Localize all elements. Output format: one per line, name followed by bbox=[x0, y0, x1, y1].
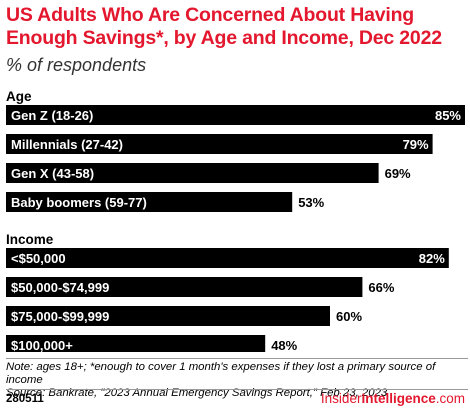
brand-part2: Intelligence bbox=[361, 391, 436, 406]
value-label: 82% bbox=[419, 251, 445, 266]
value-label: 85% bbox=[435, 108, 461, 123]
group-label: Age bbox=[6, 89, 32, 104]
bar-chart: Age Gen Z (18-26) 85% Millennials (27-42) 79… bbox=[6, 89, 465, 352]
value-label: 69% bbox=[385, 166, 411, 181]
footnote-note: Note: ages 18+; *enough to cover 1 month… bbox=[6, 361, 436, 386]
category-label: $50,000-$74,999 bbox=[11, 280, 109, 295]
brand-part1: Insider bbox=[320, 391, 362, 406]
footer-divider bbox=[6, 389, 468, 390]
category-label: $75,000-$99,999 bbox=[11, 309, 109, 324]
bar bbox=[6, 277, 363, 297]
category-label: Gen Z (18-26) bbox=[11, 108, 93, 123]
chart-title: US Adults Who Are Concerned About Having… bbox=[6, 4, 442, 49]
category-label: Baby boomers (59-77) bbox=[11, 195, 147, 210]
footnote-divider bbox=[6, 358, 468, 359]
group-label: Income bbox=[6, 232, 54, 247]
value-label: 79% bbox=[403, 137, 429, 152]
bar bbox=[6, 163, 379, 183]
footnote: Note: ages 18+; *enough to cover 1 month… bbox=[6, 361, 468, 400]
brand-logo: InsiderIntelligence.com bbox=[321, 391, 465, 406]
bar bbox=[6, 248, 449, 268]
value-label: 48% bbox=[271, 338, 297, 352]
category-label: $100,000+ bbox=[11, 338, 73, 352]
footnote-source: Source: Bankrate, "2023 Annual Emergency… bbox=[6, 387, 388, 399]
chart-id: 280511 bbox=[6, 393, 44, 405]
bar bbox=[6, 105, 465, 125]
chart-subtitle: % of respondents bbox=[6, 55, 147, 75]
bar bbox=[6, 306, 330, 326]
category-label: Millennials (27-42) bbox=[11, 137, 123, 152]
value-label: 66% bbox=[368, 280, 394, 295]
category-label: Gen X (43-58) bbox=[11, 166, 94, 181]
bar bbox=[6, 335, 266, 352]
brand-suffix: .com bbox=[435, 391, 465, 406]
value-label: 53% bbox=[298, 195, 324, 210]
bar bbox=[6, 134, 433, 154]
bar bbox=[6, 192, 293, 212]
value-label: 60% bbox=[336, 309, 362, 324]
category-label: <$50,000 bbox=[11, 251, 66, 266]
